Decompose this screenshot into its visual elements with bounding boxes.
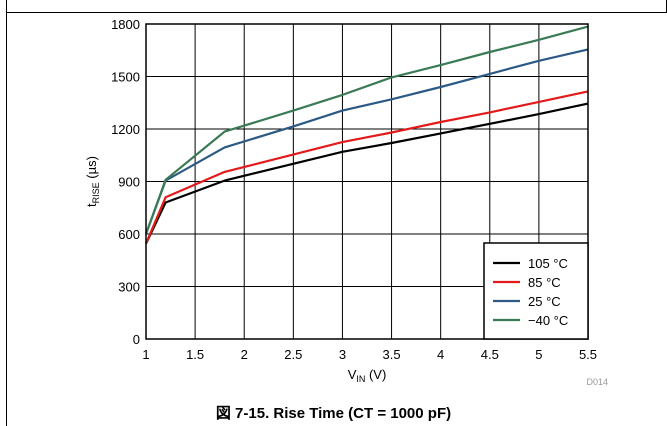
plot-area-border <box>145 23 589 340</box>
x-tick-label: 3.5 <box>383 347 401 362</box>
x-axis-label-unit: (V) <box>365 367 386 382</box>
x-tick-label: 5 <box>535 347 542 362</box>
y-tick-label: 0 <box>133 332 140 347</box>
y-tick-labels: 0 300 600 900 1200 1500 1800 <box>111 17 140 347</box>
series-line-1 <box>144 90 589 245</box>
legend: 105 °C 85 °C 25 °C −40 °C <box>483 242 589 340</box>
x-tick-label: 4.5 <box>481 347 499 362</box>
y-tick-label: 1500 <box>111 70 140 85</box>
legend-label: 105 °C <box>528 256 568 271</box>
y-tick-label: 900 <box>118 175 140 190</box>
legend-label: 25 °C <box>528 294 561 309</box>
x-tick-label: 4 <box>437 347 444 362</box>
series-line-2 <box>144 48 589 235</box>
x-tick-label: 5.5 <box>579 347 597 362</box>
series-line-3 <box>144 25 589 235</box>
legend-label: 85 °C <box>528 275 561 290</box>
x-tick-label: 1.5 <box>186 347 204 362</box>
x-tick-label: 3 <box>339 347 346 362</box>
series-line-0 <box>145 102 589 245</box>
rise-time-chart: 1 1.5 2 2.5 3 3.5 4 4.5 5 5.5 0 300 600 900 1200 1500 1… <box>84 17 608 387</box>
figure-code: D014 <box>586 377 608 387</box>
x-tick-label: 2.5 <box>284 347 302 362</box>
frame-left-border <box>6 0 7 426</box>
y-tick-label: 1200 <box>111 122 140 137</box>
y-axis-label-sub: RISE <box>91 182 101 203</box>
y-tick-label: 300 <box>118 280 140 295</box>
figure-caption: 図 7-15. Rise Time (CT = 1000 pF) <box>215 405 452 422</box>
frame-top-border <box>6 12 667 13</box>
legend-label: −40 °C <box>528 313 568 328</box>
x-axis-label-sub: IN <box>356 374 365 384</box>
x-tick-label: 1 <box>142 347 149 362</box>
series-lines <box>144 25 589 245</box>
x-axis-label-main: V <box>348 367 357 382</box>
x-axis-label: VIN (V) <box>348 367 387 384</box>
y-tick-label: 1800 <box>111 17 140 32</box>
x-tick-labels: 1 1.5 2 2.5 3 3.5 4 4.5 5 5.5 <box>142 347 597 362</box>
y-axis-label-main: t <box>84 203 99 207</box>
y-axis-label-unit: (µs) <box>84 156 99 182</box>
legend-box <box>483 242 589 340</box>
x-tick-label: 2 <box>241 347 248 362</box>
y-axis-label: tRISE (µs) <box>84 156 101 207</box>
y-tick-label: 600 <box>118 227 140 242</box>
